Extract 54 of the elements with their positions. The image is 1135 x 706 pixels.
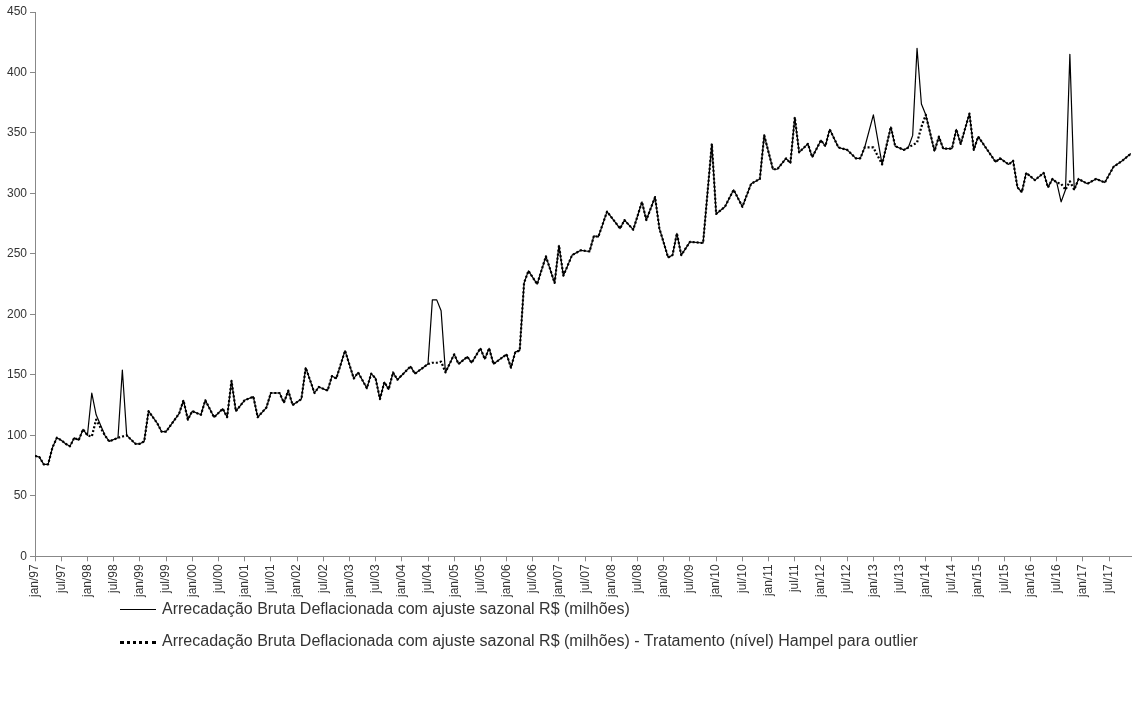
legend-label: Arrecadação Bruta Deflacionada com ajuste sazonal R$ (milhões) — [162, 600, 630, 618]
y-tick-label: 250 — [6, 246, 28, 261]
x-tick-label: jul/14 — [944, 563, 959, 594]
x-tick-label: jan/03 — [341, 563, 356, 599]
x-tick-label: jul/04 — [420, 563, 435, 594]
x-tick-label: jul/98 — [105, 563, 120, 594]
x-tick-label: jul/08 — [629, 563, 644, 594]
x-tick-label: jul/16 — [1049, 563, 1064, 594]
x-tick-label: jan/05 — [446, 563, 461, 599]
x-tick-label: jul/07 — [577, 563, 592, 594]
x-tick-label: jan/15 — [970, 563, 985, 599]
x-tick-label: jul/10 — [734, 563, 749, 594]
x-tick-label: jul/06 — [525, 563, 540, 594]
x-tick-label: jul/13 — [891, 563, 906, 594]
x-tick-label: jan/07 — [551, 563, 566, 599]
x-tick-label: jan/09 — [656, 563, 671, 599]
x-tick-label: jul/15 — [996, 563, 1011, 594]
x-tick-label: jul/05 — [472, 563, 487, 594]
x-tick-label: jan/17 — [1075, 563, 1090, 599]
y-tick-label: 200 — [6, 306, 28, 321]
x-tick-label: jul/01 — [263, 563, 278, 594]
x-tick-label: jul/97 — [53, 563, 68, 594]
x-tick-label: jan/14 — [918, 563, 933, 599]
x-tick-label: jul/17 — [1101, 563, 1116, 594]
x-tick-label: jul/03 — [367, 563, 382, 594]
x-tick-label: jul/11 — [787, 563, 802, 594]
legend-label: Arrecadação Bruta Deflacionada com ajuste sazonal R$ (milhões) - Tratamento (nível) Hampel para outlier — [162, 632, 918, 650]
y-tick-label: 300 — [6, 185, 28, 200]
y-tick-label: 150 — [6, 367, 28, 382]
x-tick-label: jul/02 — [315, 563, 330, 594]
x-tick-label: jan/16 — [1022, 563, 1037, 599]
x-tick-label: jan/98 — [79, 563, 94, 599]
x-tick-label: jan/01 — [236, 563, 251, 599]
x-tick-label: jan/04 — [394, 563, 409, 599]
x-tick-label: jan/00 — [184, 563, 199, 599]
x-tick-label: jul/12 — [839, 563, 854, 594]
y-tick-label: 450 — [6, 4, 28, 19]
x-tick-label: jan/97 — [27, 563, 42, 599]
x-tick-label: jan/11 — [760, 563, 775, 598]
y-tick-label: 50 — [13, 488, 28, 503]
x-tick-label: jan/08 — [603, 563, 618, 599]
y-tick-label: 350 — [6, 125, 28, 140]
x-tick-label: jan/02 — [289, 563, 304, 599]
x-tick-label: jul/00 — [210, 563, 225, 594]
y-tick-label: 100 — [6, 427, 28, 442]
x-tick-label: jul/99 — [158, 563, 173, 594]
y-tick-label: 400 — [6, 64, 28, 79]
x-tick-label: jul/09 — [682, 563, 697, 594]
x-tick-label: jan/12 — [813, 563, 828, 599]
x-tick-label: jan/99 — [132, 563, 147, 599]
x-tick-label: jan/06 — [498, 563, 513, 599]
x-tick-label: jan/10 — [708, 563, 723, 599]
y-tick-label: 0 — [20, 548, 28, 563]
x-tick-label: jan/13 — [865, 563, 880, 599]
